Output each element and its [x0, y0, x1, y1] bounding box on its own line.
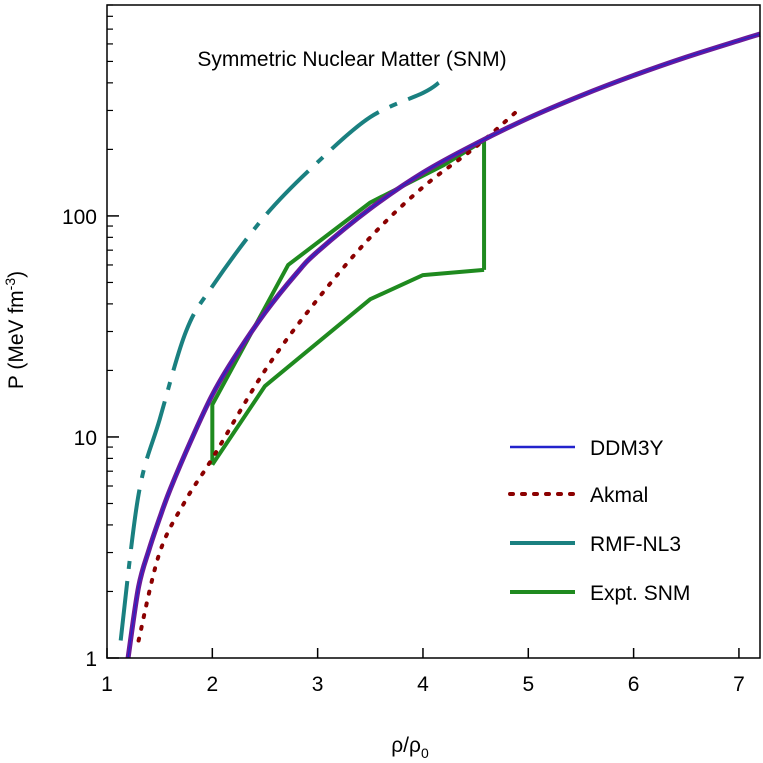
- x-tick-label: 7: [733, 673, 745, 696]
- y-tick-label: 100: [62, 206, 97, 229]
- ddm3y-line: [125, 31, 761, 659]
- y-axis-label-sup: -3: [2, 278, 18, 291]
- legend: DDM3Y Akmal RMF-NL3 Expt. SNM: [508, 437, 690, 605]
- akmal-line: [136, 108, 520, 643]
- x-tick-label: 3: [312, 673, 324, 696]
- x-tick-label: 5: [522, 673, 534, 696]
- y-axis-label-base: P (MeV fm: [5, 290, 28, 389]
- expt-snm-upper-boundary: [210, 138, 486, 465]
- axis-ticks: 1 2 3 4 5 6 7 1 10 100: [62, 206, 745, 696]
- series-lines: [118, 31, 761, 659]
- x-axis-label: ρ/ρ0: [391, 734, 429, 761]
- legend-label-rmf-nl3: RMF-NL3: [590, 533, 681, 556]
- x-tick-label: 2: [206, 673, 218, 696]
- x-tick-label: 4: [417, 673, 429, 696]
- x-axis-label-base: ρ/ρ: [391, 734, 421, 757]
- x-axis-label-sub: 0: [421, 745, 429, 761]
- legend-label-expt-snm: Expt. SNM: [590, 582, 690, 605]
- y-tick-label: 10: [74, 427, 97, 450]
- rmf-nl3-line: [118, 81, 440, 641]
- ddm3y-line-inner: [127, 33, 761, 659]
- legend-label-ddm3y: DDM3Y: [590, 437, 664, 460]
- y-axis-label: P (MeV fm-3): [2, 271, 28, 389]
- y-tick-label: 1: [85, 648, 97, 671]
- y-axis-label-end: ): [5, 271, 28, 278]
- expt-snm-lower-boundary: [210, 267, 485, 466]
- legend-label-akmal: Akmal: [590, 484, 648, 507]
- x-tick-label: 6: [628, 673, 640, 696]
- y-minor-ticks: [107, 4, 113, 593]
- chart-title: Symmetric Nuclear Matter (SNM): [197, 48, 506, 71]
- x-tick-label: 1: [101, 673, 113, 696]
- plot-frame: [106, 4, 761, 659]
